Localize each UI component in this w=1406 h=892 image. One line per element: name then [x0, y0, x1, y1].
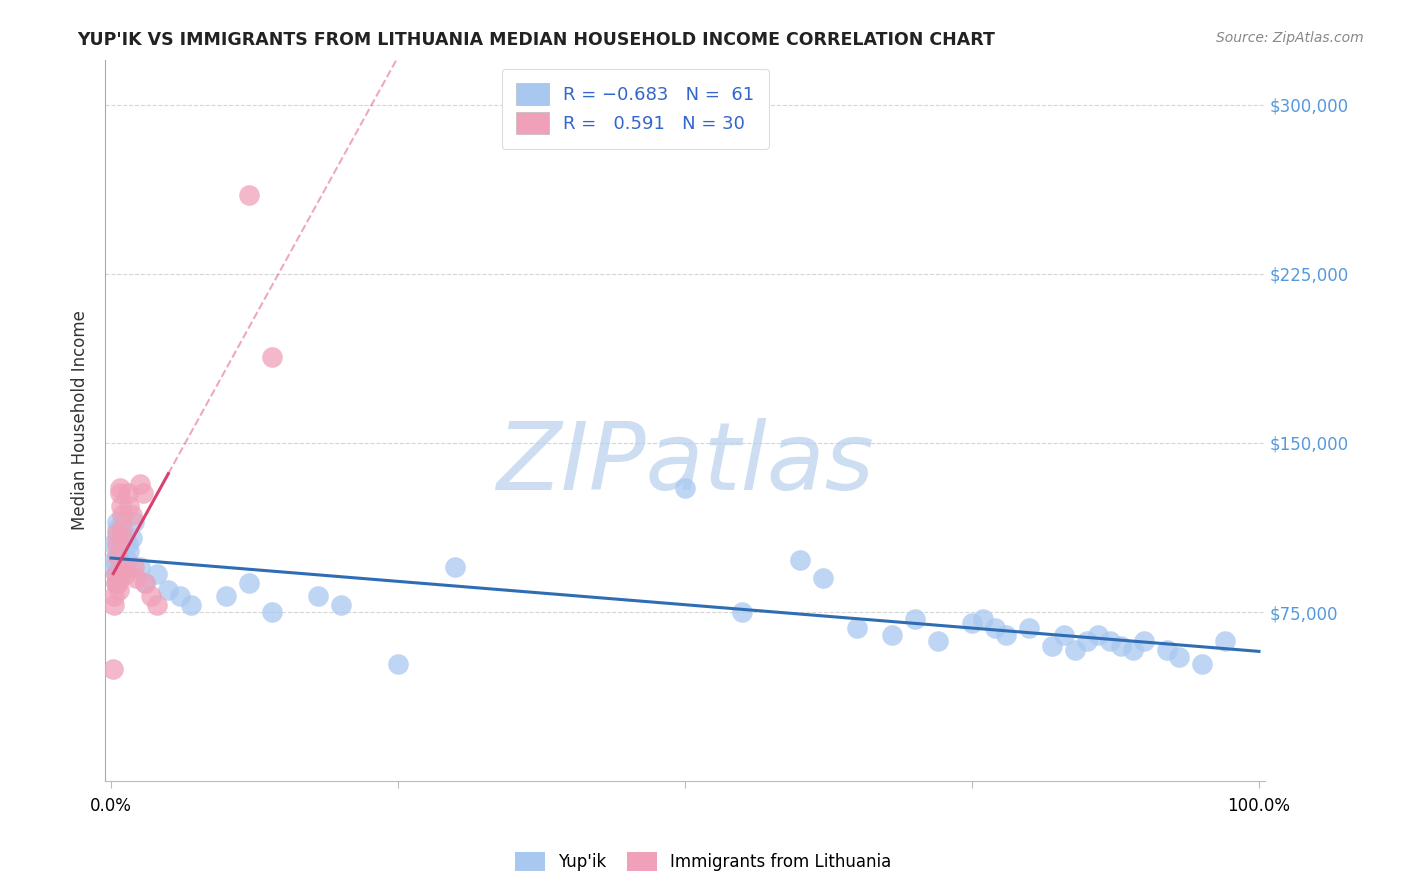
Point — [117, 537, 139, 551]
Point — [105, 515, 128, 529]
Point — [108, 485, 131, 500]
Point — [238, 188, 260, 202]
Point — [103, 599, 125, 613]
Point — [146, 599, 169, 613]
Point — [444, 560, 467, 574]
Point — [1087, 628, 1109, 642]
Point — [995, 628, 1018, 642]
Point — [104, 575, 127, 590]
Point — [114, 531, 136, 545]
Point — [1098, 634, 1121, 648]
Point — [789, 553, 811, 567]
Point — [811, 571, 834, 585]
Point — [103, 560, 125, 574]
Point — [238, 575, 260, 590]
Point — [731, 605, 754, 619]
Point — [1156, 643, 1178, 657]
Point — [157, 582, 180, 597]
Point — [984, 621, 1007, 635]
Point — [108, 553, 131, 567]
Point — [1122, 643, 1144, 657]
Point — [121, 508, 143, 523]
Legend: R = −0.683   N =  61, R =   0.591   N = 30: R = −0.683 N = 61, R = 0.591 N = 30 — [502, 69, 769, 149]
Point — [1213, 634, 1236, 648]
Point — [260, 351, 283, 365]
Point — [105, 549, 128, 563]
Point — [115, 566, 138, 581]
Point — [329, 599, 352, 613]
Point — [111, 522, 134, 536]
Point — [972, 612, 994, 626]
Point — [1191, 657, 1213, 671]
Point — [1167, 650, 1189, 665]
Point — [134, 575, 156, 590]
Point — [105, 522, 128, 536]
Point — [105, 537, 128, 551]
Point — [169, 590, 191, 604]
Point — [117, 485, 139, 500]
Point — [128, 560, 150, 574]
Point — [108, 582, 131, 597]
Point — [903, 612, 925, 626]
Point — [110, 566, 132, 581]
Point — [108, 560, 131, 574]
Y-axis label: Median Household Income: Median Household Income — [72, 310, 89, 531]
Point — [673, 481, 696, 495]
Point — [107, 575, 129, 590]
Point — [121, 531, 143, 545]
Point — [1053, 628, 1076, 642]
Point — [260, 605, 283, 619]
Point — [111, 508, 134, 523]
Point — [1018, 621, 1040, 635]
Point — [115, 553, 138, 567]
Point — [105, 526, 128, 541]
Point — [104, 566, 127, 581]
Point — [104, 575, 127, 590]
Legend: Yup'ik, Immigrants from Lithuania: Yup'ik, Immigrants from Lithuania — [506, 843, 900, 880]
Point — [104, 566, 127, 581]
Point — [114, 560, 136, 574]
Point — [107, 544, 129, 558]
Point — [103, 661, 125, 675]
Point — [125, 571, 148, 585]
Text: Source: ZipAtlas.com: Source: ZipAtlas.com — [1216, 31, 1364, 45]
Point — [118, 499, 141, 513]
Point — [108, 481, 131, 495]
Text: YUP'IK VS IMMIGRANTS FROM LITHUANIA MEDIAN HOUSEHOLD INCOME CORRELATION CHART: YUP'IK VS IMMIGRANTS FROM LITHUANIA MEDI… — [77, 31, 995, 49]
Point — [180, 599, 202, 613]
Point — [132, 485, 155, 500]
Point — [111, 515, 134, 529]
Point — [146, 566, 169, 581]
Text: ZIPatlas: ZIPatlas — [496, 418, 875, 509]
Point — [1040, 639, 1063, 653]
Point — [105, 531, 128, 545]
Point — [110, 499, 132, 513]
Point — [387, 657, 409, 671]
Point — [103, 553, 125, 567]
Point — [307, 590, 329, 604]
Point — [122, 515, 145, 529]
Point — [1109, 639, 1132, 653]
Point — [118, 544, 141, 558]
Point — [134, 575, 156, 590]
Point — [111, 522, 134, 536]
Point — [880, 628, 903, 642]
Point — [111, 531, 134, 545]
Point — [128, 476, 150, 491]
Point — [1133, 634, 1156, 648]
Point — [107, 537, 129, 551]
Point — [846, 621, 869, 635]
Point — [215, 590, 238, 604]
Point — [103, 537, 125, 551]
Point — [108, 549, 131, 563]
Point — [1076, 634, 1098, 648]
Point — [122, 560, 145, 574]
Point — [927, 634, 949, 648]
Point — [960, 616, 983, 631]
Point — [103, 590, 125, 604]
Point — [1064, 643, 1087, 657]
Point — [139, 590, 162, 604]
